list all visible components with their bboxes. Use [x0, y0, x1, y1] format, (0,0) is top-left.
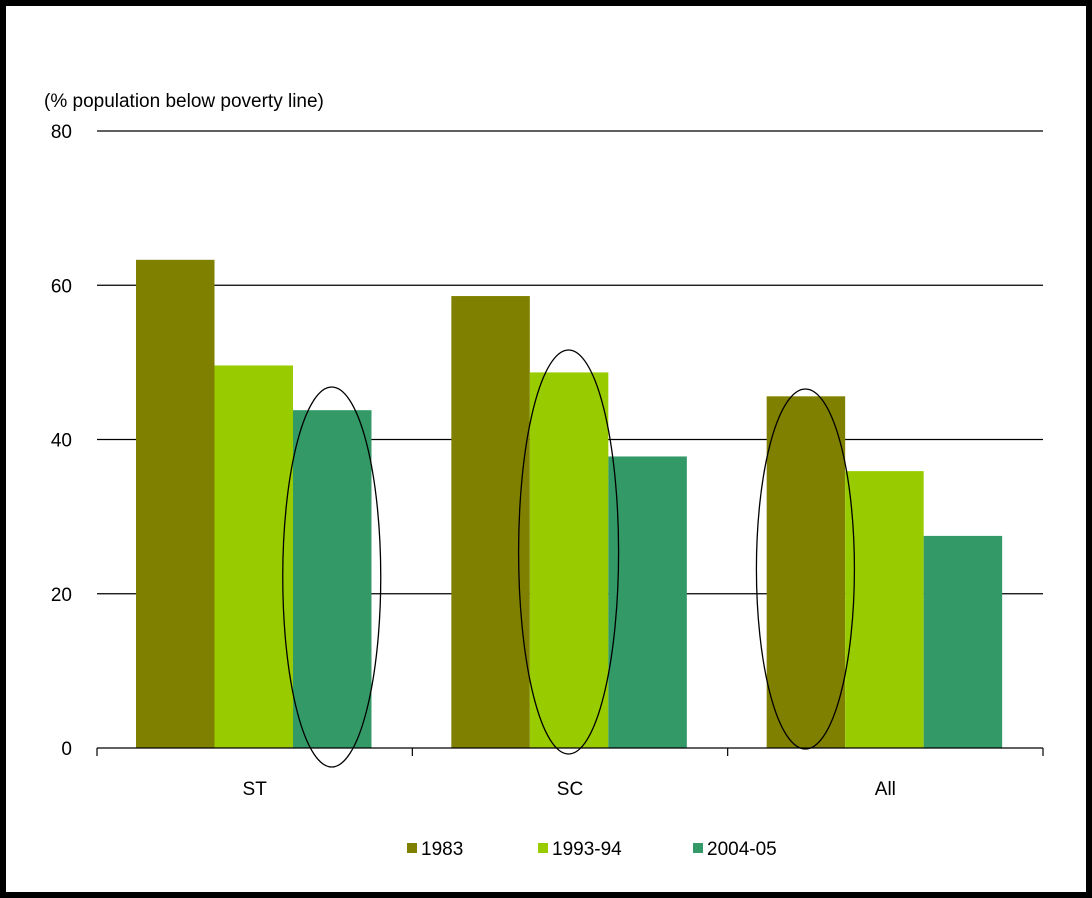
y-tick-label: 0 [61, 739, 72, 760]
legend-swatch [538, 843, 548, 853]
x-tick-label: ST [243, 779, 268, 800]
y-tick-label: 40 [51, 431, 72, 452]
y-tick-label: 60 [51, 276, 72, 297]
bar-st-2004-05 [293, 410, 372, 748]
legend-label: 2004-05 [707, 839, 777, 860]
y-tick-labels: 0 20 40 60 80 [51, 122, 72, 760]
legend-swatch [693, 843, 703, 853]
highlight-ellipse-st [282, 386, 382, 768]
highlight-ellipses [282, 349, 856, 768]
x-tick-labels: ST SC All [243, 779, 896, 800]
legend-label: 1993-94 [552, 839, 622, 860]
legend-swatch [407, 843, 417, 853]
legend: 1983 1993-94 2004-05 [407, 839, 777, 860]
bar-sc-1983 [451, 296, 530, 748]
x-axis [96, 747, 1044, 756]
x-tick-label: All [875, 779, 896, 800]
bar-st-1983 [136, 259, 215, 748]
x-tick-label: SC [557, 779, 583, 800]
y-tick-label: 20 [51, 585, 72, 606]
bar-sc-1993-94 [529, 372, 609, 748]
bar-sc-2004-05 [608, 456, 687, 748]
y-axis-label: (% population below poverty line) [44, 91, 324, 112]
bar-all-1983 [766, 396, 846, 748]
y-tick-label: 80 [51, 122, 72, 143]
bars [136, 259, 1003, 748]
legend-label: 1983 [421, 839, 463, 860]
highlight-ellipse-sc [517, 349, 620, 755]
bar-all-1993-94 [845, 471, 924, 748]
highlight-ellipse-all [755, 388, 856, 750]
bar-st-1993-94 [214, 365, 293, 748]
bar-all-2004-05 [923, 535, 1003, 748]
